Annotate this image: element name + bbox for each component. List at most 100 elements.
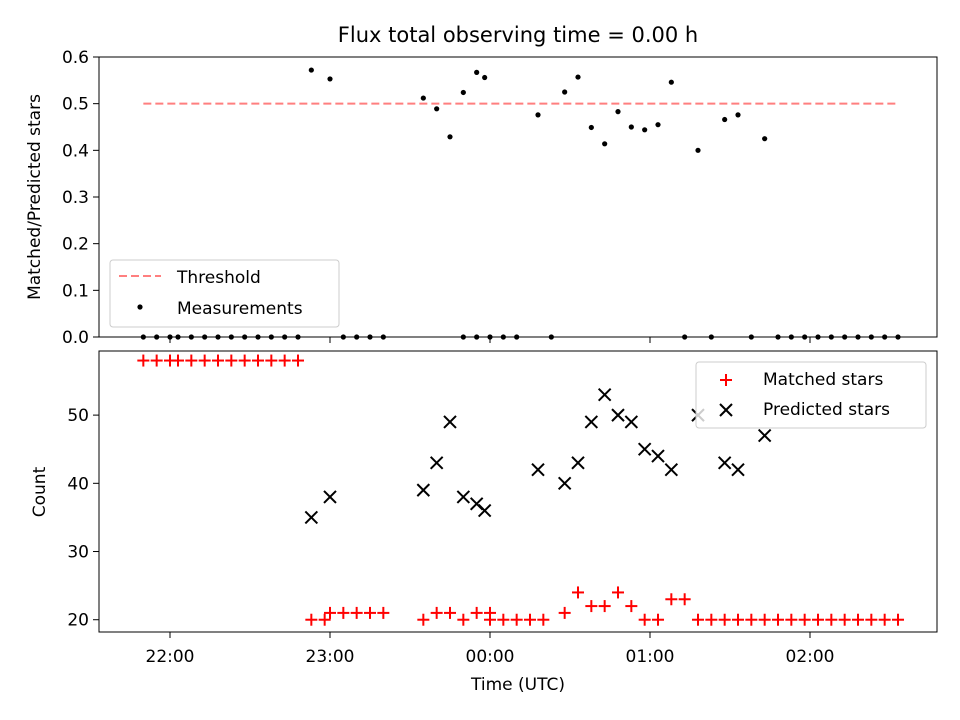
- predicted-star-point: [443, 415, 457, 429]
- matched-star-point: [377, 606, 390, 619]
- predicted-star-mark-b: [584, 415, 599, 429]
- predicted-legend-label: Predicted stars: [763, 400, 890, 420]
- matched-star-point: [745, 613, 758, 626]
- predicted-star-point: [323, 490, 337, 504]
- measurement-point: [695, 147, 701, 153]
- predicted-star-point: [571, 456, 585, 470]
- predicted-star-mark-b: [531, 462, 545, 477]
- threshold-legend-label: Threshold: [176, 268, 261, 288]
- matched-star-point: [417, 613, 430, 626]
- matched-star-point: [350, 606, 363, 619]
- matched-star-point: [585, 600, 598, 613]
- matched-star-point: [198, 354, 211, 367]
- predicted-star-mark-b: [416, 483, 431, 497]
- predicted-star-mark-b: [611, 408, 625, 422]
- matched-star-point: [785, 613, 798, 626]
- top-chart-title: Flux total observing time = 0.00 h: [338, 23, 698, 47]
- matched-star-point: [772, 613, 784, 626]
- matched-star-point: [252, 354, 264, 367]
- matched-star-point: [758, 613, 771, 626]
- matched-star-point: [238, 354, 251, 367]
- matched-star-point: [510, 613, 523, 626]
- predicted-star-mark-b: [571, 456, 585, 470]
- predicted-star-mark-b: [757, 428, 772, 443]
- matched-star-point: [324, 606, 336, 619]
- predicted-star-point: [557, 476, 572, 491]
- matched-star-point: [718, 613, 731, 626]
- matched-star-point: [652, 613, 664, 626]
- predicted-star-mark-b: [429, 456, 444, 470]
- matched-star-point: [292, 354, 304, 367]
- predicted-star-point: [584, 415, 599, 429]
- matched-star-point: [497, 613, 510, 626]
- matched-star-point: [705, 613, 718, 626]
- predicted-star-point: [429, 456, 444, 470]
- measurement-point: [482, 74, 488, 81]
- count-points: [137, 354, 904, 626]
- matched-star-point: [878, 613, 891, 626]
- matched-star-point: [430, 606, 443, 619]
- predicted-star-point: [531, 462, 545, 477]
- matched-legend-swatch: [720, 374, 732, 386]
- bottom-y-tick-label: 30: [67, 543, 89, 563]
- matched-star-point: [537, 613, 550, 626]
- bottom-axes-frame: [98, 350, 938, 633]
- predicted-star-point: [416, 483, 431, 497]
- bottom-legend: Matched stars Predicted stars: [695, 361, 927, 429]
- predicted-star-mark-b: [304, 510, 319, 525]
- measurement-point: [535, 112, 541, 118]
- measurement-point: [562, 89, 568, 95]
- predicted-star-mark-b: [323, 490, 337, 504]
- measurement-point: [722, 116, 728, 123]
- predicted-star-mark-b: [456, 490, 471, 504]
- matched-star-point: [524, 613, 536, 626]
- predicted-star-mark-b: [637, 442, 652, 456]
- predicted-legend-swatch: [719, 403, 733, 417]
- predicted-star-point: [664, 462, 679, 477]
- matched-star-point: [612, 586, 624, 599]
- matched-star-point: [558, 606, 571, 619]
- matched-star-point: [638, 613, 651, 626]
- top-y-axis-label: Matched/Predicted stars: [25, 94, 45, 300]
- matched-star-point: [305, 613, 318, 626]
- predicted-star-point: [611, 408, 625, 422]
- top-panel: Flux total observing time = 0.00 h 0.00.…: [25, 23, 938, 348]
- matched-star-point: [892, 613, 904, 626]
- measurement-point: [327, 76, 333, 82]
- bottom-legend-box: [695, 361, 927, 429]
- matched-star-point: [678, 593, 691, 606]
- predicted-star-point: [717, 456, 732, 470]
- top-y-tick-label: 0.4: [62, 141, 89, 161]
- predicted-star-mark-b: [717, 456, 732, 470]
- measurement-point: [628, 124, 634, 130]
- predicted-star-mark-b: [624, 415, 639, 429]
- measurement-point: [762, 136, 768, 142]
- matched-legend-label: Matched stars: [763, 370, 883, 390]
- measurement-point: [474, 69, 480, 75]
- bottom-x-tick-label: 01:00: [626, 647, 675, 667]
- matched-star-point: [172, 354, 184, 367]
- predicted-star-point: [637, 442, 652, 456]
- predicted-star-point: [624, 415, 639, 429]
- matched-star-point: [865, 613, 878, 626]
- top-legend-box: [109, 259, 340, 328]
- predicted-star-mark-b: [651, 449, 665, 463]
- measurement-point: [668, 79, 674, 85]
- matched-star-point: [798, 613, 811, 626]
- matched-star-point: [692, 613, 704, 626]
- predicted-star-point: [477, 503, 492, 518]
- measurement-point: [642, 127, 648, 133]
- measurement-point: [308, 67, 314, 73]
- matched-star-point: [364, 606, 376, 619]
- top-y-tick-label: 0.3: [62, 188, 89, 208]
- matched-star-point: [337, 606, 350, 619]
- matched-star-point: [598, 600, 611, 613]
- predicted-star-mark-b: [443, 415, 457, 429]
- top-y-ticks: 0.0 0.1 0.2 0.3 0.4 0.5 0.6: [62, 48, 99, 348]
- matched-star-point: [625, 600, 638, 613]
- matched-star-point: [484, 613, 496, 626]
- measurement-point: [447, 134, 453, 140]
- matched-star-point: [185, 354, 198, 367]
- measurement-point: [434, 106, 440, 112]
